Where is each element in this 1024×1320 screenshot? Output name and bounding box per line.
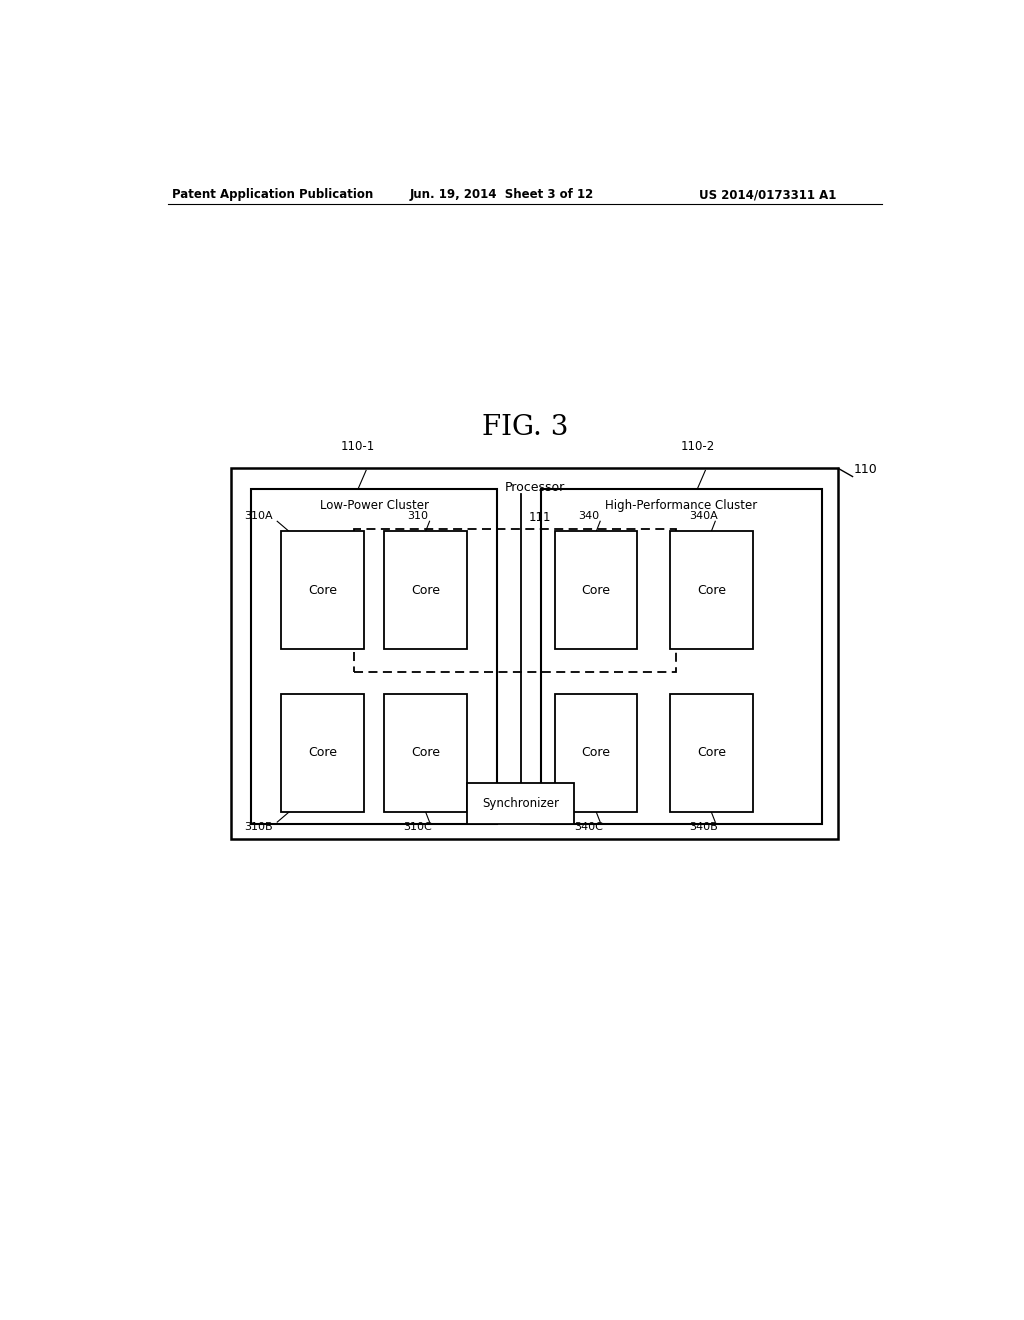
Bar	[384, 532, 467, 649]
Text: Core: Core	[696, 747, 726, 759]
Bar	[670, 532, 753, 649]
Text: Core: Core	[582, 583, 610, 597]
Text: Core: Core	[696, 583, 726, 597]
Text: 110-1: 110-1	[341, 440, 375, 453]
Text: 310C: 310C	[403, 822, 432, 832]
Text: 340B: 340B	[689, 822, 718, 832]
Bar	[251, 488, 497, 824]
Text: FIG. 3: FIG. 3	[481, 414, 568, 441]
Text: Processor: Processor	[505, 480, 565, 494]
Bar	[670, 694, 753, 812]
Text: 111: 111	[528, 511, 551, 524]
Text: Patent Application Publication: Patent Application Publication	[172, 189, 373, 202]
Text: 110: 110	[854, 463, 878, 477]
Text: Core: Core	[308, 747, 337, 759]
Bar	[555, 532, 638, 649]
Text: Core: Core	[582, 747, 610, 759]
Text: Low-Power Cluster: Low-Power Cluster	[319, 499, 428, 512]
Text: Jun. 19, 2014  Sheet 3 of 12: Jun. 19, 2014 Sheet 3 of 12	[410, 189, 594, 202]
Text: ~ 370: ~ 370	[587, 797, 623, 810]
Text: 340A: 340A	[689, 511, 718, 521]
Text: 310B: 310B	[245, 822, 273, 832]
Bar	[555, 694, 638, 812]
Text: Core: Core	[411, 747, 440, 759]
Text: 340C: 340C	[573, 822, 603, 832]
Text: Core: Core	[308, 583, 337, 597]
Text: Core: Core	[411, 583, 440, 597]
Text: 310A: 310A	[245, 511, 273, 521]
Bar	[354, 529, 676, 672]
Bar	[282, 532, 364, 649]
Text: 310: 310	[408, 511, 428, 521]
Bar	[467, 784, 574, 824]
Text: 110-2: 110-2	[680, 440, 715, 453]
Bar	[384, 694, 467, 812]
Bar	[541, 488, 822, 824]
Text: US 2014/0173311 A1: US 2014/0173311 A1	[699, 189, 837, 202]
Text: 340: 340	[578, 511, 599, 521]
Bar	[231, 469, 839, 840]
Text: High-Performance Cluster: High-Performance Cluster	[605, 499, 758, 512]
Bar	[282, 694, 364, 812]
Text: Synchronizer: Synchronizer	[482, 797, 559, 810]
